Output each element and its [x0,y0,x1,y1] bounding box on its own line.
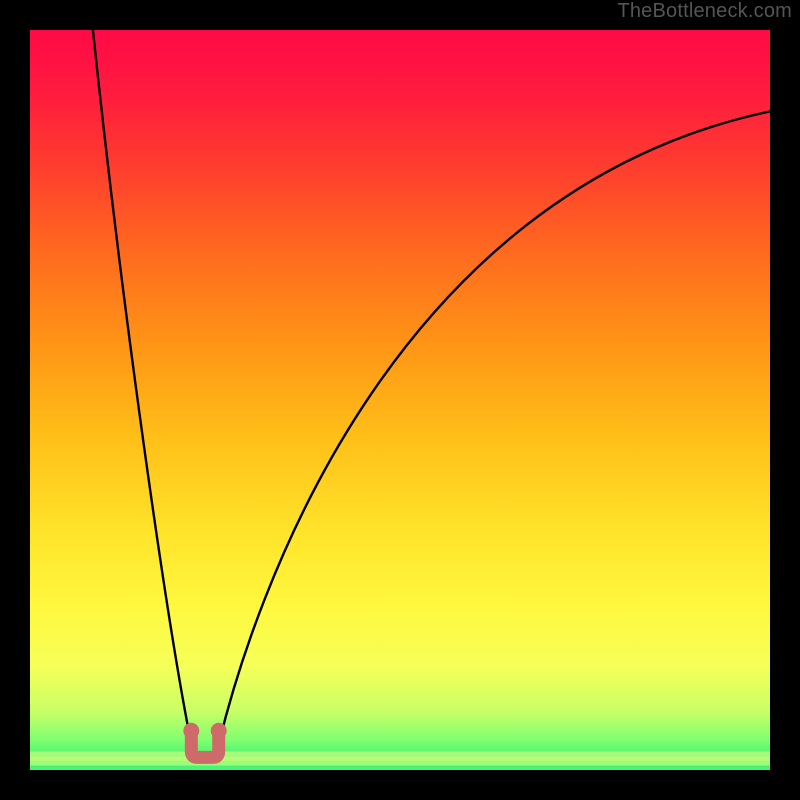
plot-svg [0,0,800,800]
bottom-bands [30,752,770,772]
marker-left-dot [183,723,199,739]
marker-right-dot [211,723,227,739]
gradient-background [30,30,770,770]
watermark-text: TheBottleneck.com [617,0,792,23]
bottleneck-chart: TheBottleneck.com [0,0,800,800]
